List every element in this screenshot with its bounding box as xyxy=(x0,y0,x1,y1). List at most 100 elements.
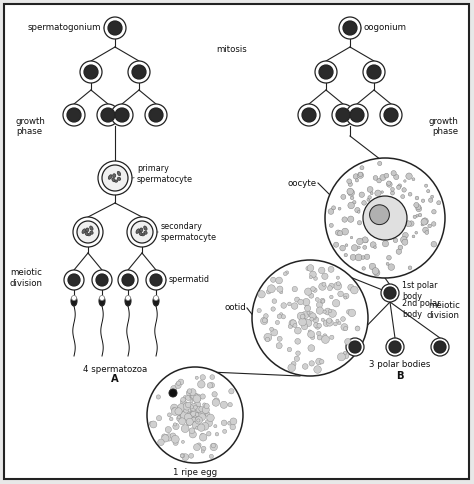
Circle shape xyxy=(257,308,261,313)
Circle shape xyxy=(365,254,370,259)
Circle shape xyxy=(413,215,417,218)
Circle shape xyxy=(201,412,206,416)
Circle shape xyxy=(177,416,181,419)
Circle shape xyxy=(328,286,332,291)
Circle shape xyxy=(189,428,195,434)
Text: oocyte: oocyte xyxy=(288,179,317,187)
Circle shape xyxy=(415,231,418,234)
Circle shape xyxy=(346,310,351,314)
Circle shape xyxy=(195,408,200,413)
Circle shape xyxy=(194,401,201,408)
Circle shape xyxy=(315,298,319,302)
Circle shape xyxy=(358,172,363,177)
Circle shape xyxy=(343,21,357,35)
Circle shape xyxy=(264,314,268,318)
Circle shape xyxy=(334,322,337,326)
Circle shape xyxy=(197,443,201,447)
Circle shape xyxy=(176,412,180,415)
Circle shape xyxy=(307,265,314,272)
Circle shape xyxy=(272,299,277,303)
Circle shape xyxy=(344,253,347,257)
Circle shape xyxy=(348,202,355,209)
Circle shape xyxy=(305,305,309,310)
Ellipse shape xyxy=(86,228,89,232)
Circle shape xyxy=(344,327,347,331)
Circle shape xyxy=(313,288,317,292)
Circle shape xyxy=(305,322,309,326)
Circle shape xyxy=(229,389,234,394)
Circle shape xyxy=(334,282,342,290)
Circle shape xyxy=(316,358,322,365)
Circle shape xyxy=(196,426,199,429)
Circle shape xyxy=(104,17,126,39)
Circle shape xyxy=(355,326,360,331)
Circle shape xyxy=(146,270,166,290)
Circle shape xyxy=(190,400,193,403)
Ellipse shape xyxy=(144,226,147,230)
Circle shape xyxy=(342,352,349,359)
Circle shape xyxy=(293,324,297,328)
Circle shape xyxy=(310,287,315,291)
Circle shape xyxy=(367,65,381,79)
Circle shape xyxy=(332,300,340,307)
Text: 4 spermatozoa: 4 spermatozoa xyxy=(83,365,147,374)
Circle shape xyxy=(302,318,306,322)
Circle shape xyxy=(356,326,359,329)
Circle shape xyxy=(350,196,354,199)
Circle shape xyxy=(169,389,177,397)
Circle shape xyxy=(275,320,280,325)
Circle shape xyxy=(384,108,398,122)
Circle shape xyxy=(322,282,326,286)
Circle shape xyxy=(288,364,296,372)
Circle shape xyxy=(369,263,376,270)
Circle shape xyxy=(287,348,292,352)
Circle shape xyxy=(158,439,164,446)
Circle shape xyxy=(345,338,351,345)
Circle shape xyxy=(67,108,81,122)
Circle shape xyxy=(132,65,146,79)
Circle shape xyxy=(302,108,316,122)
Circle shape xyxy=(100,296,104,301)
Circle shape xyxy=(355,208,360,213)
Circle shape xyxy=(301,323,308,330)
Circle shape xyxy=(404,180,406,182)
Circle shape xyxy=(230,424,236,430)
Circle shape xyxy=(421,223,424,226)
Circle shape xyxy=(364,239,368,243)
Circle shape xyxy=(338,291,344,297)
Circle shape xyxy=(329,283,334,288)
Circle shape xyxy=(323,320,330,327)
Circle shape xyxy=(292,287,298,292)
Circle shape xyxy=(310,335,315,339)
Circle shape xyxy=(191,414,197,420)
Circle shape xyxy=(324,308,331,315)
Circle shape xyxy=(337,353,346,361)
Circle shape xyxy=(252,260,368,376)
Ellipse shape xyxy=(153,296,159,306)
Circle shape xyxy=(357,211,360,213)
Circle shape xyxy=(294,327,301,334)
Circle shape xyxy=(341,195,346,199)
Circle shape xyxy=(338,321,341,325)
Circle shape xyxy=(299,318,307,326)
Circle shape xyxy=(406,173,412,180)
Circle shape xyxy=(271,307,275,311)
Circle shape xyxy=(197,419,200,422)
Text: meiotic
division: meiotic division xyxy=(427,301,460,320)
Circle shape xyxy=(177,415,183,422)
Circle shape xyxy=(294,297,300,302)
Circle shape xyxy=(210,454,213,458)
Circle shape xyxy=(336,319,339,322)
Circle shape xyxy=(185,402,191,408)
Circle shape xyxy=(370,242,376,248)
Circle shape xyxy=(271,277,276,282)
Circle shape xyxy=(346,104,368,126)
Circle shape xyxy=(215,432,219,436)
Circle shape xyxy=(201,446,206,451)
Circle shape xyxy=(421,199,425,202)
Ellipse shape xyxy=(118,177,121,181)
Circle shape xyxy=(150,421,157,428)
Circle shape xyxy=(408,266,412,270)
Circle shape xyxy=(102,165,128,191)
Circle shape xyxy=(297,312,305,320)
